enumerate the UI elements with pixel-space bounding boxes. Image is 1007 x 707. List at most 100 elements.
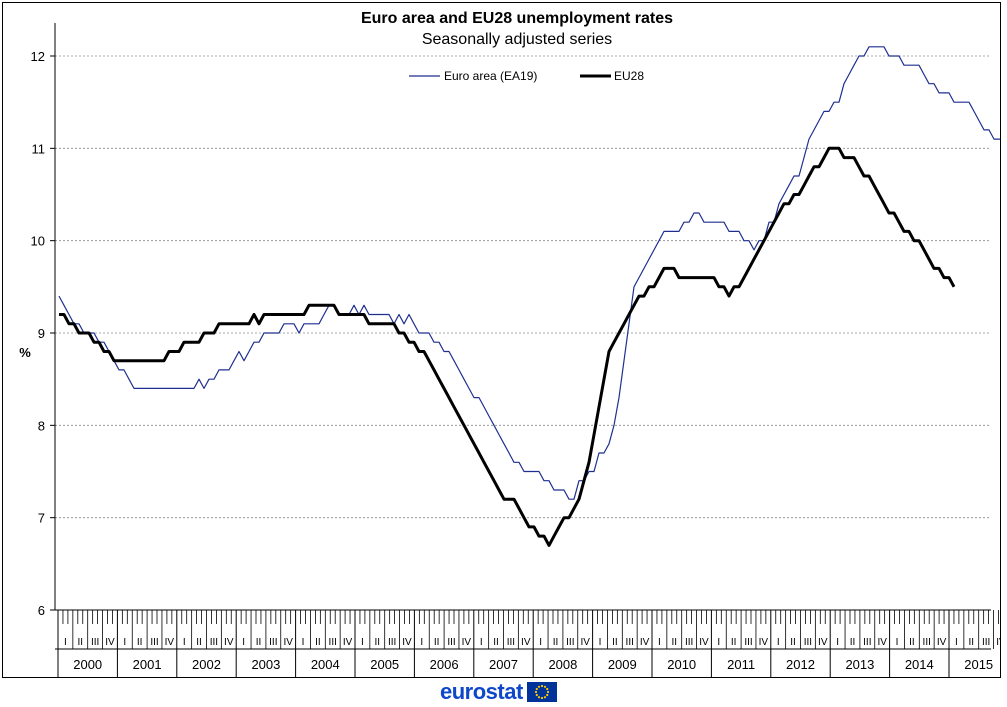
- y-tick-label-12: 12: [31, 49, 45, 64]
- quarter-label: II: [612, 637, 618, 648]
- quarter-label: III: [863, 637, 871, 648]
- quarter-label: I: [361, 637, 364, 648]
- quarter-label: II: [850, 637, 856, 648]
- year-label-2000: 2000: [73, 657, 102, 672]
- quarter-label: III: [447, 637, 455, 648]
- y-axis-label: %: [19, 345, 31, 360]
- year-label-2011: 2011: [727, 657, 755, 672]
- quarter-label: II: [434, 637, 440, 648]
- quarter-label: II: [315, 637, 321, 648]
- chart-title: Euro area and EU28 unemployment rates: [361, 10, 673, 27]
- legend-label-ea19: Euro area (EA19): [444, 69, 537, 83]
- quarter-label: I: [183, 637, 186, 648]
- quarter-label: IV: [818, 637, 828, 648]
- quarter-label: IV: [402, 637, 412, 648]
- eurostat-logo: eurostat: [440, 679, 557, 704]
- quarter-label: III: [744, 637, 752, 648]
- quarter-label: III: [150, 637, 158, 648]
- quarter-label: I: [302, 637, 305, 648]
- chart-frame: Euro area and EU28 unemployment rates Se…: [2, 2, 1001, 678]
- legend: Euro area (EA19) EU28: [409, 69, 644, 83]
- quarter-label: III: [269, 637, 277, 648]
- quarter-label: I: [123, 637, 126, 648]
- quarter-label: II: [553, 637, 559, 648]
- quarter-label: III: [91, 637, 99, 648]
- quarter-label: I: [539, 637, 542, 648]
- quarter-label: IV: [462, 637, 472, 648]
- quarter-label: I: [420, 637, 423, 648]
- legend-label-eu28: EU28: [614, 69, 644, 83]
- year-label-2003: 2003: [251, 657, 280, 672]
- year-label-2008: 2008: [548, 657, 577, 672]
- y-tick-label-9: 9: [38, 326, 45, 341]
- quarter-label: II: [493, 637, 499, 648]
- quarter-label: I: [777, 637, 780, 648]
- series-line-eu28: [59, 146, 956, 547]
- year-label-2002: 2002: [192, 657, 221, 672]
- quarter-label: II: [731, 637, 737, 648]
- quarter-label: II: [256, 637, 262, 648]
- quarter-label: I: [658, 637, 661, 648]
- year-label-2015: 2015: [964, 657, 993, 672]
- quarter-label: I: [836, 637, 839, 648]
- quarter-label: IV: [283, 637, 293, 648]
- logo-text: eurostat: [440, 679, 523, 704]
- year-label-2006: 2006: [430, 657, 459, 672]
- quarter-label: IV: [580, 637, 590, 648]
- quarter-label: II: [77, 637, 83, 648]
- quarter-label: I: [955, 637, 958, 648]
- year-label-2013: 2013: [845, 657, 874, 672]
- year-label-2004: 2004: [311, 657, 340, 672]
- quarter-label: IV: [521, 637, 531, 648]
- quarter-label: I: [717, 637, 720, 648]
- quarter-label: I: [64, 637, 67, 648]
- quarter-label: I: [480, 637, 483, 648]
- quarter-label: II: [137, 637, 143, 648]
- quarter-label: III: [685, 637, 693, 648]
- quarter-label: II: [671, 637, 677, 648]
- quarter-label: IV: [759, 637, 769, 648]
- quarter-label: III: [210, 637, 218, 648]
- quarter-label: III: [329, 637, 337, 648]
- quarter-label: III: [507, 637, 515, 648]
- quarter-label: II: [968, 637, 974, 648]
- quarter-label: IV: [996, 637, 1000, 648]
- quarter-label: IV: [937, 637, 947, 648]
- year-label-2009: 2009: [608, 657, 637, 672]
- quarter-label: IV: [105, 637, 115, 648]
- quarter-label: II: [909, 637, 915, 648]
- year-label-2010: 2010: [667, 657, 696, 672]
- y-tick-label-8: 8: [38, 418, 45, 433]
- year-label-2014: 2014: [905, 657, 934, 672]
- quarter-label: III: [923, 637, 931, 648]
- y-tick-label-7: 7: [38, 511, 45, 526]
- eu-flag-icon: [526, 682, 557, 702]
- year-label-2005: 2005: [370, 657, 399, 672]
- year-label-2012: 2012: [786, 657, 815, 672]
- quarter-label: III: [804, 637, 812, 648]
- quarter-label: II: [196, 637, 202, 648]
- quarter-label: III: [626, 637, 634, 648]
- y-tick-label-10: 10: [31, 234, 45, 249]
- quarter-label: III: [388, 637, 396, 648]
- quarter-label: IV: [224, 637, 234, 648]
- year-label-2001: 2001: [133, 657, 162, 672]
- year-label-2007: 2007: [489, 657, 518, 672]
- quarter-label: IV: [165, 637, 175, 648]
- quarter-label: I: [896, 637, 899, 648]
- quarter-label: IV: [343, 637, 353, 648]
- quarter-label: IV: [640, 637, 650, 648]
- quarter-label: IV: [699, 637, 709, 648]
- y-tick-label-6: 6: [38, 603, 45, 618]
- y-tick-label-11: 11: [32, 141, 46, 156]
- series-line-ea19: [58, 46, 1000, 500]
- quarter-label: IV: [877, 637, 887, 648]
- quarter-label: II: [790, 637, 796, 648]
- line-chart: Euro area and EU28 unemployment rates Se…: [19, 10, 1000, 677]
- quarter-label: III: [982, 637, 990, 648]
- quarter-label: I: [242, 637, 245, 648]
- quarter-label: II: [374, 637, 380, 648]
- chart-subtitle: Seasonally adjusted series: [422, 31, 612, 48]
- quarter-label: III: [566, 637, 574, 648]
- quarter-label: I: [599, 637, 602, 648]
